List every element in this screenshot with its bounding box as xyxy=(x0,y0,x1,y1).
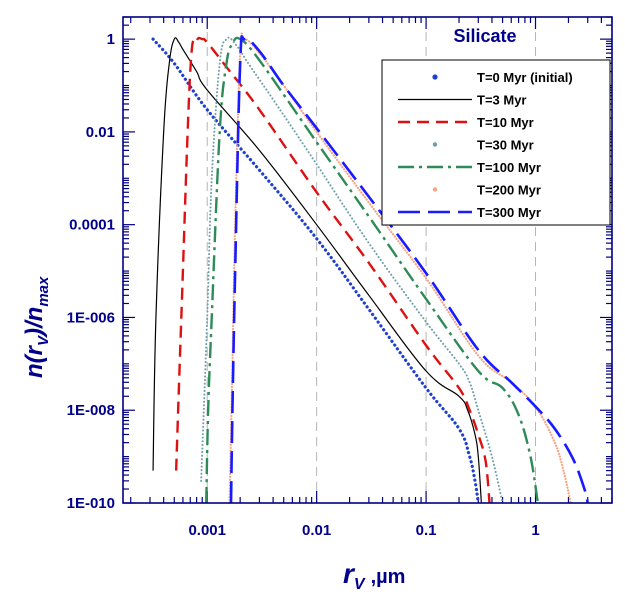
legend-sample-5 xyxy=(432,187,438,192)
y-tick-label-4: 1E-008 xyxy=(67,402,115,419)
y-tick-label-0: 1 xyxy=(107,31,115,48)
series-line-2 xyxy=(174,36,491,504)
series-line-0 xyxy=(151,37,480,505)
y-axis-title: n(rV)/nmax xyxy=(21,276,52,378)
series-line-1 xyxy=(152,37,482,504)
legend-label-6: T=300 Myr xyxy=(477,205,541,220)
legend-sample-3 xyxy=(432,142,438,147)
x-tick-label-3: 1 xyxy=(531,522,539,539)
y-tick-label-2: 0.0001 xyxy=(69,217,115,234)
x-tick-label-1: 0.01 xyxy=(302,522,331,539)
legend-label-0: T=0 Myr (initial) xyxy=(477,70,573,85)
annotation-silicate: Silicate xyxy=(453,26,516,46)
series-line-6 xyxy=(229,35,589,504)
legend-label-3: T=30 Myr xyxy=(477,138,534,153)
y-tick-label-3: 1E-006 xyxy=(67,309,115,326)
x-axis-title-unit: ,µm xyxy=(371,566,406,588)
legend-label-4: T=100 Myr xyxy=(477,160,541,175)
legend-sample-0 xyxy=(432,74,438,80)
legend: T=0 Myr (initial) T=3 Myr T=10 Myr T=30 Myr… xyxy=(381,59,611,226)
series-line-4 xyxy=(205,36,540,504)
tick-label-layer: 0.001 0.01 0.1 1 1 0.01 0.0001 1E-006 1E-008 1E-0… xyxy=(67,31,540,539)
legend-label-2: T=10 Myr xyxy=(477,115,534,130)
x-axis-title-sub: V xyxy=(354,576,366,593)
y-axis-title-p2: )/n xyxy=(21,307,48,339)
series-line-3 xyxy=(200,36,504,504)
x-tick-label-2: 0.1 xyxy=(416,522,437,539)
y-axis-title-p1: V xyxy=(35,334,52,346)
legend-label-5: T=200 Myr xyxy=(477,183,541,198)
y-tick-label-5: 1E-010 xyxy=(67,495,115,512)
y-axis-title-p3: max xyxy=(35,276,52,307)
x-tick-label-0: 0.001 xyxy=(188,522,226,539)
legend-label-1: T=3 Myr xyxy=(477,93,527,108)
y-tick-label-1: 0.01 xyxy=(86,124,115,141)
legend-box xyxy=(381,59,611,226)
x-axis-title-main: r xyxy=(343,558,356,589)
series-layer xyxy=(151,32,589,505)
plot-frame xyxy=(122,16,613,504)
y-axis-title-p0: n(r xyxy=(21,344,48,378)
x-axis-title: rV ,µm xyxy=(343,558,405,593)
